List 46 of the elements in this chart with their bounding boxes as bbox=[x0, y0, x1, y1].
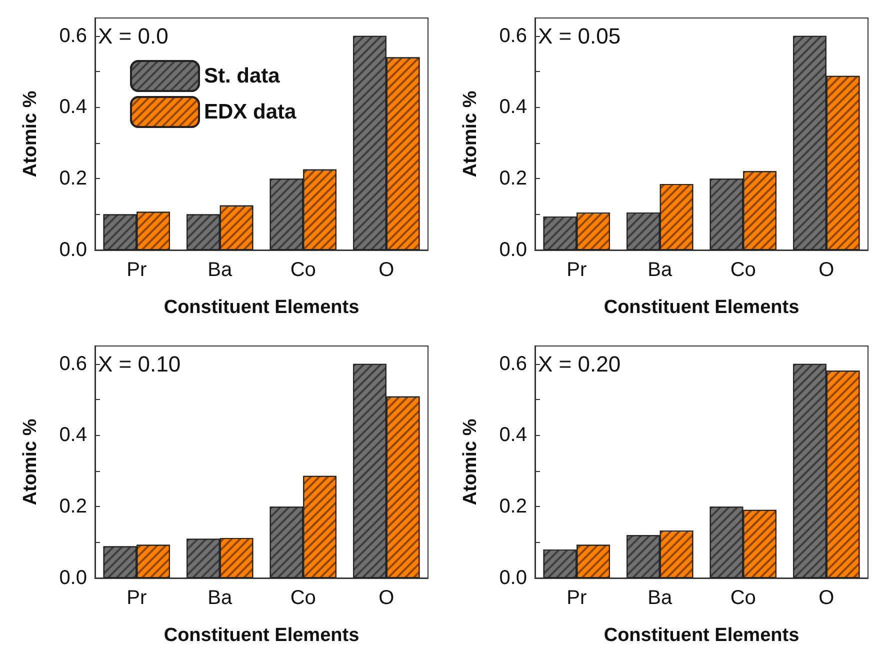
y-tick-label: 0.0 bbox=[499, 239, 527, 261]
x-tick-label: Co bbox=[290, 587, 316, 609]
x-tick-label: Co bbox=[290, 259, 316, 281]
y-tick-label: 0.6 bbox=[59, 352, 87, 375]
y-tick-label: 0.2 bbox=[59, 168, 87, 190]
y-tick-label: 0.2 bbox=[59, 496, 87, 518]
y-tick-label: 0.6 bbox=[499, 24, 527, 47]
x-axis-title: Constituent Elements bbox=[604, 297, 800, 318]
y-tick-label: 0.4 bbox=[59, 96, 87, 118]
x-tick-label: Pr bbox=[126, 259, 147, 281]
chart-title: X = 0.0 bbox=[98, 24, 168, 48]
x-tick-label: Ba bbox=[648, 587, 673, 609]
x-axis-title: Constituent Elements bbox=[604, 625, 800, 646]
y-axis-title: Atomic % bbox=[460, 90, 481, 178]
legend-label: EDX data bbox=[204, 100, 297, 124]
y-tick-label: 0.4 bbox=[499, 424, 527, 446]
x-tick-label: O bbox=[378, 587, 394, 609]
x-axis-title: Constituent Elements bbox=[164, 625, 360, 646]
y-tick-label: 0.0 bbox=[499, 567, 527, 589]
y-tick-label: 0.4 bbox=[59, 424, 87, 446]
chart-title: X = 0.10 bbox=[98, 352, 181, 376]
x-tick-label: Pr bbox=[126, 587, 147, 609]
x-tick-label: O bbox=[378, 259, 394, 281]
y-tick-label: 0.6 bbox=[499, 352, 527, 375]
y-tick-label: 0.2 bbox=[499, 496, 527, 518]
x-tick-label: Co bbox=[730, 587, 756, 609]
y-tick-label: 0.0 bbox=[59, 239, 87, 261]
y-tick-label: 0.4 bbox=[499, 96, 527, 118]
x-tick-label: O bbox=[818, 259, 834, 281]
y-tick-label: 0.2 bbox=[499, 168, 527, 190]
x-tick-label: Ba bbox=[208, 587, 233, 609]
chart-title: X = 0.05 bbox=[538, 24, 621, 48]
x-tick-label: Ba bbox=[648, 259, 673, 281]
y-axis-title: Atomic % bbox=[20, 418, 41, 506]
y-tick-label: 0.6 bbox=[59, 24, 87, 47]
x-tick-label: Co bbox=[730, 259, 756, 281]
y-tick-label: 0.0 bbox=[59, 567, 87, 589]
x-tick-label: Ba bbox=[208, 259, 233, 281]
x-tick-label: Pr bbox=[566, 259, 587, 281]
x-axis-title: Constituent Elements bbox=[164, 297, 360, 318]
chart-title: X = 0.20 bbox=[538, 352, 621, 376]
legend-label: St. data bbox=[204, 64, 280, 88]
x-tick-label: Pr bbox=[566, 587, 587, 609]
x-tick-label: O bbox=[818, 587, 834, 609]
y-axis-title: Atomic % bbox=[20, 90, 41, 178]
y-axis-title: Atomic % bbox=[460, 418, 481, 506]
